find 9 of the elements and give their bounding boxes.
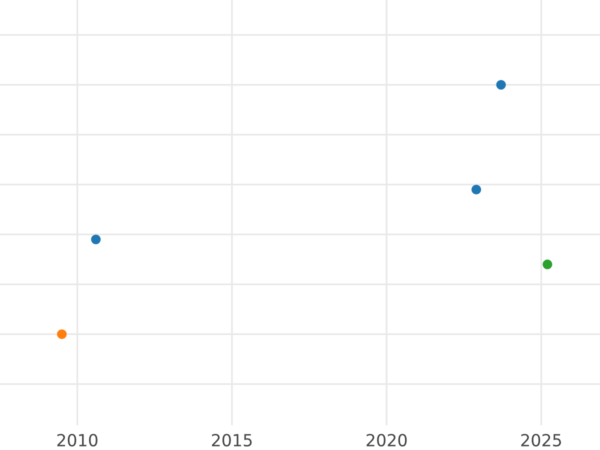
point: [471, 184, 482, 194]
x-tick-label: 2010: [57, 434, 98, 446]
point: [56, 329, 67, 340]
point: [542, 260, 552, 270]
point: [496, 80, 506, 90]
point: [91, 234, 101, 244]
x-tick-label: 2020: [366, 434, 407, 446]
x-tick-label: 2015: [212, 434, 252, 446]
x-tick-label: 2025: [521, 434, 561, 446]
